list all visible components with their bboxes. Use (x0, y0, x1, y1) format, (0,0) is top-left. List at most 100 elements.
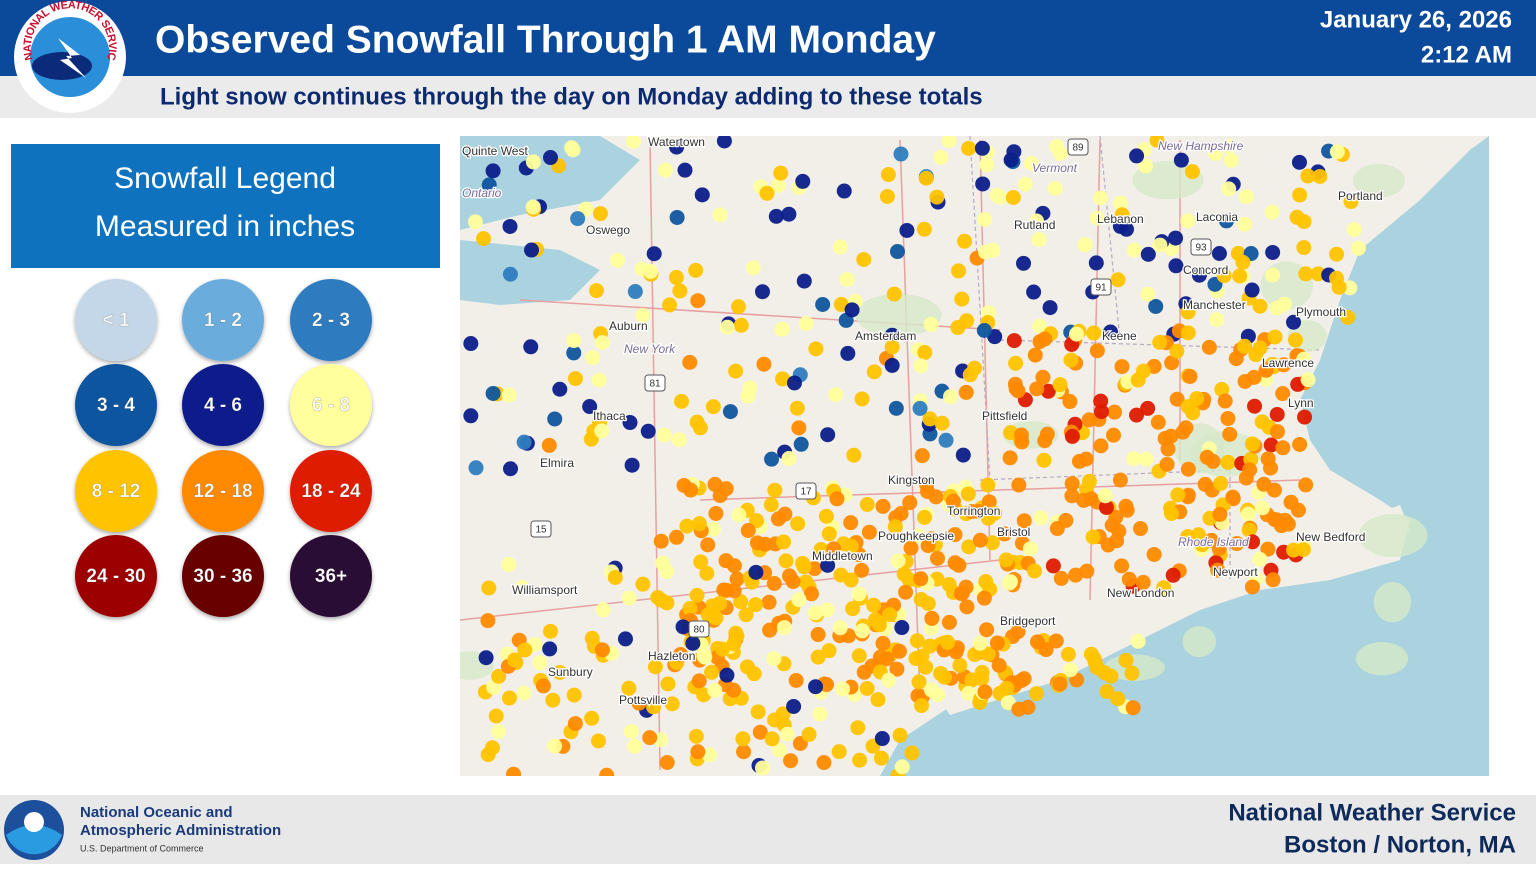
highway-shield (795, 482, 817, 500)
snow-report-dot (746, 666, 762, 682)
snow-report-dot (754, 760, 770, 776)
snow-report-dot (859, 681, 875, 697)
snow-report-dot (599, 767, 615, 776)
snow-report-dot (467, 214, 483, 230)
legend-label: 36+ (315, 566, 347, 587)
snow-report-dot (929, 550, 945, 566)
snow-report-dot (1241, 522, 1257, 538)
place-label: Poughkeepsie (878, 529, 954, 543)
highway-shield (688, 620, 710, 638)
snow-report-dot (525, 154, 541, 170)
forest (1353, 163, 1405, 198)
snow-report-dot (989, 187, 1005, 203)
snow-report-dot (980, 477, 996, 493)
snow-report-dot (967, 360, 983, 376)
snow-report-dot (1124, 665, 1140, 681)
snow-report-dot (1180, 325, 1196, 341)
snow-report-dot (1088, 255, 1104, 271)
snow-report-dot (958, 579, 974, 595)
snow-report-dot (1062, 394, 1078, 410)
snow-report-dot (566, 345, 582, 361)
forest (1358, 514, 1428, 558)
snow-report-dot (1077, 237, 1093, 253)
snow-report-dot (1156, 580, 1172, 596)
place-label: Kingston (888, 473, 935, 487)
snow-report-dot (1276, 357, 1292, 373)
snow-report-dot (659, 754, 675, 770)
snow-report-dot (1081, 412, 1097, 428)
snow-report-dot (507, 652, 523, 668)
place-label: Portland (1338, 189, 1383, 203)
snow-report-dot (761, 594, 777, 610)
snow-report-dot (542, 623, 558, 639)
snow-report-dot (1350, 240, 1366, 256)
snow-report-dot (705, 399, 721, 415)
snow-report-dot (722, 404, 738, 420)
snow-report-dot (1264, 204, 1280, 220)
snow-report-dot (820, 557, 836, 573)
snow-report-dot (1138, 158, 1154, 174)
snow-report-dot (691, 673, 707, 689)
snow-report-dot (566, 687, 582, 703)
snow-report-dot (879, 188, 895, 204)
snow-report-dot (1265, 244, 1281, 260)
snow-report-dot (697, 649, 713, 665)
snow-report-dot (592, 206, 608, 222)
snow-report-dot (701, 747, 717, 763)
snow-report-dot (1089, 210, 1105, 226)
snow-report-dot (1212, 506, 1228, 522)
snow-report-dot (1213, 475, 1229, 491)
snow-report-dot (1220, 454, 1236, 470)
snow-report-dot (938, 432, 954, 448)
snow-report-dot (1010, 383, 1026, 399)
snow-report-dot (781, 568, 797, 584)
snow-report-dot (1245, 534, 1261, 550)
snow-report-dot (852, 752, 868, 768)
snow-report-dot (712, 595, 728, 611)
snow-report-dot (1218, 213, 1234, 229)
snow-report-dot (478, 650, 494, 666)
snow-report-dot (1129, 407, 1145, 423)
snow-report-dot (884, 327, 900, 343)
state-border (969, 136, 991, 481)
snow-report-dot (826, 541, 842, 557)
snow-report-dot (851, 586, 867, 602)
snow-report-dot (909, 633, 925, 649)
snow-report-dot (463, 408, 479, 424)
snow-report-dot (812, 706, 828, 722)
legend-box (11, 144, 440, 268)
snow-report-dot (882, 607, 898, 623)
snow-report-dot (545, 692, 561, 708)
snow-report-dot (1029, 213, 1045, 229)
snow-report-dot (1026, 284, 1042, 300)
snow-report-dot (888, 400, 904, 416)
snow-report-dot (976, 590, 992, 606)
snow-report-dot (903, 540, 919, 556)
snow-report-dot (1267, 329, 1283, 345)
snow-report-dot (1170, 487, 1186, 503)
snow-report-dot (859, 497, 875, 513)
snow-report-dot (791, 592, 807, 608)
snow-report-dot (955, 447, 971, 463)
snow-report-dot (941, 136, 957, 148)
snow-report-dot (622, 415, 638, 431)
shield-label: 93 (1195, 243, 1207, 254)
snow-report-dot (870, 692, 886, 708)
snow-report-dot (700, 537, 716, 553)
snow-report-dot (516, 434, 532, 450)
snow-report-dot (650, 589, 666, 605)
snow-report-dot (501, 690, 517, 706)
snow-report-dot (594, 335, 610, 351)
legend-swatch (75, 279, 157, 361)
forest (1182, 626, 1217, 658)
header-bar (0, 0, 1536, 76)
snow-report-dot (514, 580, 530, 596)
snow-report-dot (617, 631, 633, 647)
snow-report-dot (635, 576, 651, 592)
snow-report-dot (910, 528, 926, 544)
forest (855, 293, 942, 337)
snow-report-dot (1006, 333, 1022, 349)
forest (1355, 641, 1409, 676)
snow-report-dot (836, 183, 852, 199)
snow-report-dot (1112, 472, 1128, 488)
